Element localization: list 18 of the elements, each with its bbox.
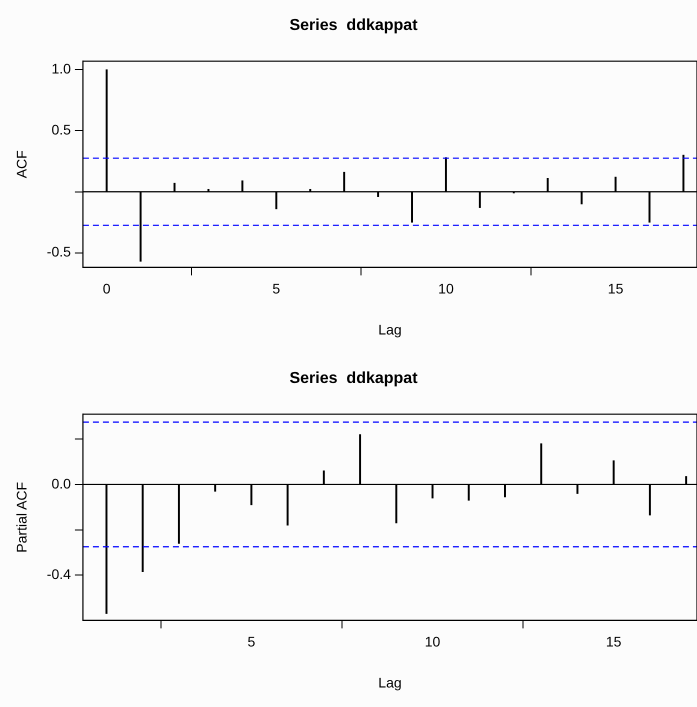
y-tick-label: 0.5 — [51, 122, 72, 138]
y-tick-label: -0.4 — [46, 566, 72, 582]
x-tick-label: 0 — [102, 280, 111, 297]
y-axis-title: ACF — [13, 150, 30, 178]
y-tick-label: 1.0 — [51, 60, 72, 77]
x-tick-label: 5 — [247, 634, 256, 650]
y-tick-label: -0.5 — [46, 244, 72, 260]
x-tick-label: 15 — [608, 280, 624, 297]
chart-title: Series ddkappat — [289, 370, 418, 388]
y-tick-label: 0.0 — [51, 475, 72, 492]
chart-title: Series ddkappat — [289, 17, 418, 34]
x-tick-label: 15 — [606, 634, 622, 650]
x-tick-label: 10 — [438, 280, 454, 297]
x-axis-title: Lag — [378, 674, 402, 690]
y-axis-title: Partial ACF — [13, 482, 30, 553]
x-tick-label: 10 — [424, 634, 441, 650]
x-axis-title: Lag — [378, 321, 402, 338]
x-tick-label: 5 — [272, 280, 280, 297]
